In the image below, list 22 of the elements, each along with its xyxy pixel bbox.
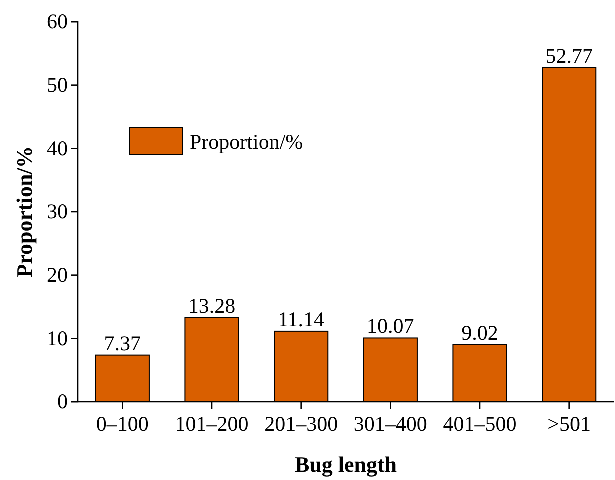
- x-tick-label: 101–200: [175, 412, 249, 436]
- data-label: 11.14: [278, 307, 326, 332]
- y-tick-label: 20: [47, 263, 68, 288]
- y-tick-label: 0: [58, 390, 68, 414]
- data-label: 52.77: [546, 44, 593, 68]
- x-tick-label: 401–500: [443, 412, 517, 436]
- x-tick-label: >501: [548, 412, 592, 436]
- y-tick-label: 30: [47, 200, 68, 224]
- x-tick-label: 0–100: [96, 412, 149, 436]
- data-label: 9.02: [462, 320, 498, 345]
- data-label: 13.28: [188, 294, 236, 318]
- y-tick-label: 50: [47, 73, 68, 98]
- data-label: 7.37: [104, 331, 142, 356]
- x-tick-label: 301–400: [354, 412, 428, 436]
- legend-label: Proportion/%: [190, 130, 304, 154]
- y-axis-title: Proportion/%: [12, 146, 37, 278]
- x-axis-title: Bug length: [294, 452, 398, 477]
- y-tick-label: 10: [47, 326, 68, 350]
- y-tick-label: 40: [47, 136, 68, 160]
- x-tick-label: 201–300: [264, 412, 338, 436]
- y-tick-label: 60: [47, 10, 68, 34]
- data-label: 10.07: [367, 314, 414, 338]
